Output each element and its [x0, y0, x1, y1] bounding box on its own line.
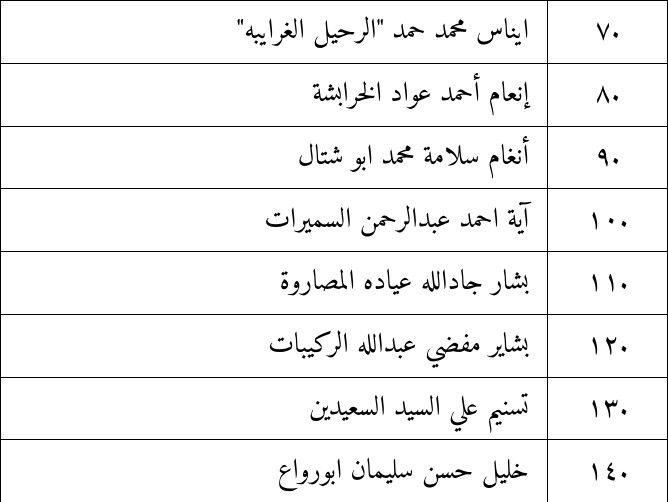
row-name: خليل حسن سليمان ابورواع	[1, 440, 548, 502]
names-table: .٧ ايناس محمد حمد "الرحيل الغرايبه" .٨ إ…	[0, 0, 668, 502]
row-index: .١٢	[548, 314, 668, 377]
row-name: آية احمد عبدالرحمن السميرات	[1, 189, 548, 252]
row-index: .١٣	[548, 377, 668, 440]
row-index: .٨	[548, 63, 668, 126]
table-row: .٧ ايناس محمد حمد "الرحيل الغرايبه"	[1, 1, 668, 64]
row-name: بشار جادالله عياده المصاروة	[1, 252, 548, 315]
row-index: .١١	[548, 252, 668, 315]
table-row: .١١ بشار جادالله عياده المصاروة	[1, 252, 668, 315]
row-name: ايناس محمد حمد "الرحيل الغرايبه"	[1, 1, 548, 64]
table-row: .٩ أنغام سلامة محمد ابو شتال	[1, 126, 668, 189]
row-name: إنعام أحمد عواد الخرابشة	[1, 63, 548, 126]
table-row: .١٤ خليل حسن سليمان ابورواع	[1, 440, 668, 502]
row-index: .٧	[548, 1, 668, 64]
row-name: أنغام سلامة محمد ابو شتال	[1, 126, 548, 189]
row-index: .١٠	[548, 189, 668, 252]
table-row: .٨ إنعام أحمد عواد الخرابشة	[1, 63, 668, 126]
table-row: .١٣ تسنيم علي السيد السعيدين	[1, 377, 668, 440]
table-row: .١٠ آية احمد عبدالرحمن السميرات	[1, 189, 668, 252]
row-name: تسنيم علي السيد السعيدين	[1, 377, 548, 440]
row-name: بشاير مفضي عبدالله الركيبات	[1, 314, 548, 377]
row-index: .٩	[548, 126, 668, 189]
table-row: .١٢ بشاير مفضي عبدالله الركيبات	[1, 314, 668, 377]
row-index: .١٤	[548, 440, 668, 502]
